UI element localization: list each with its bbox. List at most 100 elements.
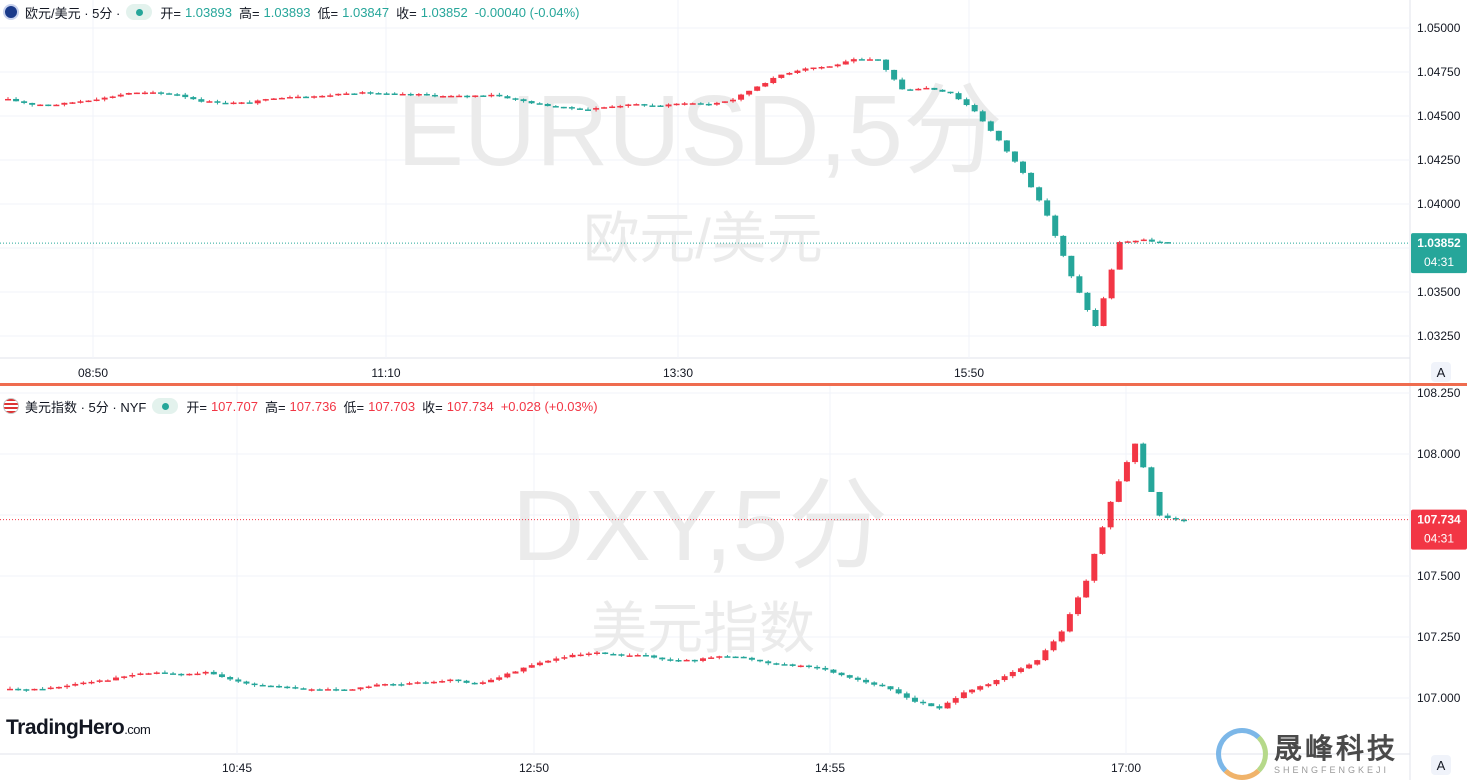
high-label: 高= xyxy=(238,5,260,21)
candle-body xyxy=(545,660,552,663)
open-value: 107.707 xyxy=(210,398,258,414)
candle-body xyxy=(85,100,92,103)
candle-body xyxy=(667,659,674,661)
candle-body xyxy=(1036,187,1043,201)
legend-symbol[interactable]: 欧元/美元 · 5分 · xyxy=(25,5,121,21)
legend-symbol[interactable]: 美元指数 · 5分 · NYF xyxy=(25,399,147,415)
candle-body xyxy=(210,671,217,675)
candle-body xyxy=(528,665,535,668)
price-axis-label: 1.04000 xyxy=(1417,197,1461,211)
candle-body xyxy=(617,105,624,108)
open-value: 1.03893 xyxy=(184,4,232,20)
candle-body xyxy=(327,95,334,97)
price-axis-label: 107.500 xyxy=(1417,569,1461,583)
candle-body xyxy=(447,679,454,682)
eu-flag-icon xyxy=(3,4,19,20)
watermark-description: 美元指数 xyxy=(591,597,815,660)
candle-body xyxy=(552,106,559,108)
price-axis-label: 1.05000 xyxy=(1417,21,1461,35)
candle-body xyxy=(1092,309,1099,327)
price-axis-label: 1.03250 xyxy=(1417,329,1461,343)
candle-body xyxy=(866,59,873,61)
candle-body xyxy=(295,96,301,99)
candle-body xyxy=(960,692,967,699)
candle-body xyxy=(117,94,124,97)
candle-body xyxy=(170,673,177,675)
pane-divider[interactable] xyxy=(0,383,1467,386)
candle-body xyxy=(415,94,422,96)
auto-scale-button[interactable]: A xyxy=(1431,755,1451,775)
candle-body xyxy=(1181,519,1187,522)
candle-body xyxy=(657,105,664,107)
candle-body xyxy=(45,104,52,107)
dxy-chart-pane[interactable]: DXY,5分 美元指数 108.250108.000107.750107.500… xyxy=(0,386,1467,780)
candle-body xyxy=(7,688,13,691)
candle-body xyxy=(778,74,785,78)
swirl-logo-icon xyxy=(1216,728,1268,780)
price-axis-label: 108.250 xyxy=(1417,386,1461,400)
candle-body xyxy=(1050,641,1057,651)
close-value: 107.734 xyxy=(446,398,494,414)
high-label: 高= xyxy=(264,399,286,415)
visibility-toggle-icon[interactable] xyxy=(152,398,179,414)
visibility-toggle-icon[interactable] xyxy=(126,4,153,20)
candle-body xyxy=(430,681,437,684)
candle-body xyxy=(206,101,213,103)
candle-body xyxy=(198,99,205,102)
watermark-symbol: EURUSD,5分 xyxy=(397,75,1003,187)
candle-body xyxy=(794,70,801,73)
candle-body xyxy=(292,687,299,689)
price-axis-label: 107.250 xyxy=(1417,630,1461,644)
countdown-label: 04:31 xyxy=(1424,255,1454,269)
candle-body xyxy=(705,103,712,106)
candle-body xyxy=(190,97,197,100)
eurusd-chart-pane[interactable]: EURUSD,5分 欧元/美元 1.05000 1.04750 1.04500 1.0… xyxy=(0,0,1467,383)
candle-body xyxy=(931,87,938,90)
auto-scale-button[interactable]: A xyxy=(1431,362,1451,382)
candle-body xyxy=(544,103,551,107)
change-value: +0.028 (+0.03%) xyxy=(500,398,598,414)
candle-body xyxy=(920,701,927,704)
last-price-box xyxy=(1411,509,1467,550)
candle-body xyxy=(903,693,910,698)
candle-body xyxy=(822,667,829,670)
dxy-chart-canvas[interactable]: DXY,5分 美元指数 108.250108.000107.750107.500… xyxy=(0,386,1467,780)
candle-body xyxy=(504,96,511,99)
us-flag-icon xyxy=(3,398,19,414)
candle-body xyxy=(810,67,817,70)
low-label: 低= xyxy=(343,399,365,415)
candle-body xyxy=(53,104,60,107)
candle-body xyxy=(814,666,821,669)
candle-body xyxy=(488,94,495,97)
candle-body xyxy=(47,687,54,690)
candle-body xyxy=(754,86,761,91)
candle-body xyxy=(398,684,405,686)
candle-body xyxy=(826,66,833,68)
candle-body xyxy=(335,93,342,96)
candle-body xyxy=(802,68,809,71)
time-axis-label: 13:30 xyxy=(663,366,693,380)
candle-body xyxy=(708,657,715,659)
candle-body xyxy=(1083,580,1090,598)
candle-body xyxy=(681,103,688,105)
eurusd-chart-canvas[interactable]: EURUSD,5分 欧元/美元 1.05000 1.04750 1.04500 1.0… xyxy=(0,0,1467,383)
candle-body xyxy=(770,77,777,84)
candle-body xyxy=(665,104,672,107)
candle-body xyxy=(15,688,22,691)
candle-body xyxy=(284,686,291,689)
time-axis-label: 10:45 xyxy=(222,761,252,775)
candle-body xyxy=(797,665,804,668)
candle-body xyxy=(1124,241,1131,243)
candle-body xyxy=(993,680,1000,685)
candle-body xyxy=(276,685,283,688)
brand-suffix: .com xyxy=(124,722,151,737)
candle-body xyxy=(174,94,181,96)
candle-body xyxy=(1066,614,1073,632)
candle-body xyxy=(1042,650,1049,661)
candle-body xyxy=(349,689,356,691)
candle-body xyxy=(854,677,861,680)
change-value: -0.00040 (-0.04%) xyxy=(474,4,580,20)
candle-body xyxy=(1132,240,1139,243)
candle-body xyxy=(133,92,140,95)
candle-body xyxy=(359,92,366,94)
